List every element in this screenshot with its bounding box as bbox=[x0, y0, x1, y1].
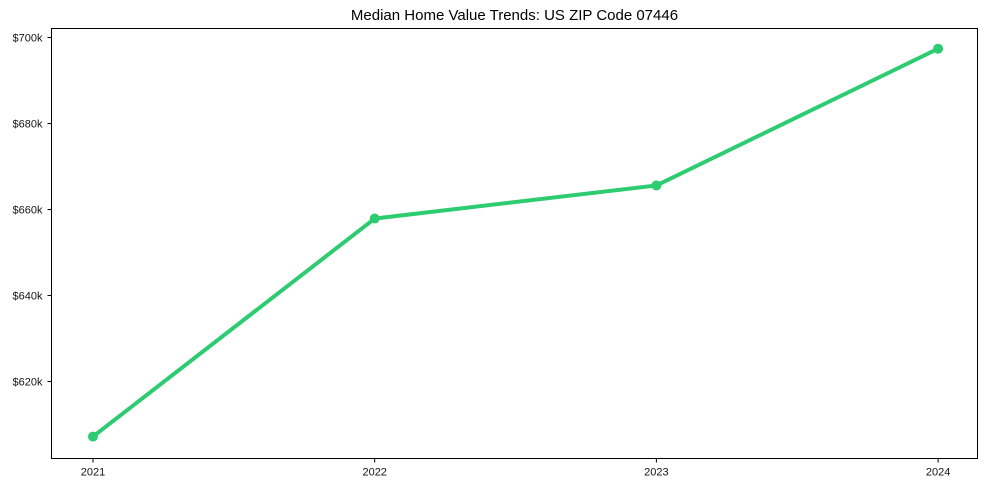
y-axis-tick-label: $660k bbox=[13, 205, 43, 217]
trend-line bbox=[91, 46, 941, 439]
data-point-2021 bbox=[88, 431, 98, 442]
x-axis-tick-label: 2023 bbox=[644, 467, 668, 479]
y-axis-tick-label: $620k bbox=[13, 377, 43, 389]
x-axis-tick-label: 2024 bbox=[926, 467, 950, 479]
y-axis-tick-label: $700k bbox=[13, 33, 43, 45]
data-point-2023 bbox=[651, 180, 662, 191]
x-axis-tick-label: 2022 bbox=[362, 467, 386, 479]
y-axis-tick-label: $680k bbox=[13, 119, 43, 131]
plot-border bbox=[51, 28, 978, 459]
y-axis-tick-label: $640k bbox=[13, 291, 43, 303]
x-axis-tick-label: 2021 bbox=[81, 467, 105, 479]
data-point-2024 bbox=[933, 43, 944, 54]
chart-title: Median Home Value Trends: US ZIP Code 07… bbox=[350, 7, 679, 24]
data-point-2022 bbox=[369, 213, 380, 224]
